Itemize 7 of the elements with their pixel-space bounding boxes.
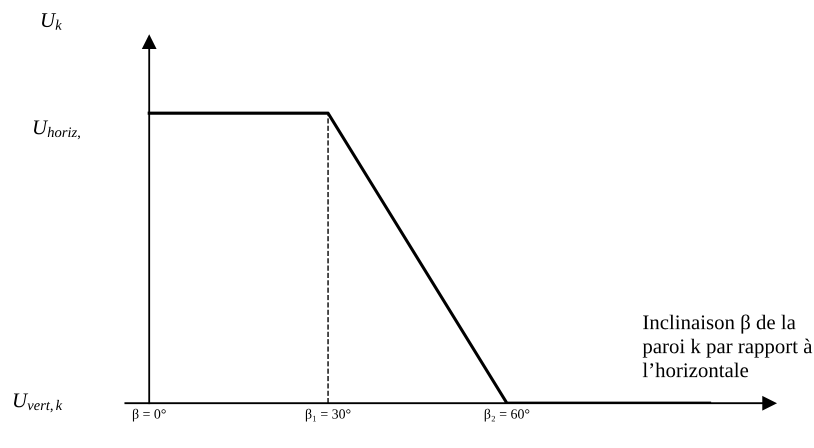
x-tick-label: β₂ = 60°: [484, 408, 530, 422]
x-tick-label: β₁ = 30°: [306, 408, 350, 422]
text: U$_{k}$: [42, 13, 62, 30]
x-tick-label: β = 0°: [132, 408, 166, 422]
text: U$_{horiz,}$: [34, 120, 80, 140]
x-axis-title: Inclinaison β de la paroi k par rapport à l’horizontale: [642, 314, 812, 378]
text: U$_{vert,k}$: [14, 394, 62, 412]
